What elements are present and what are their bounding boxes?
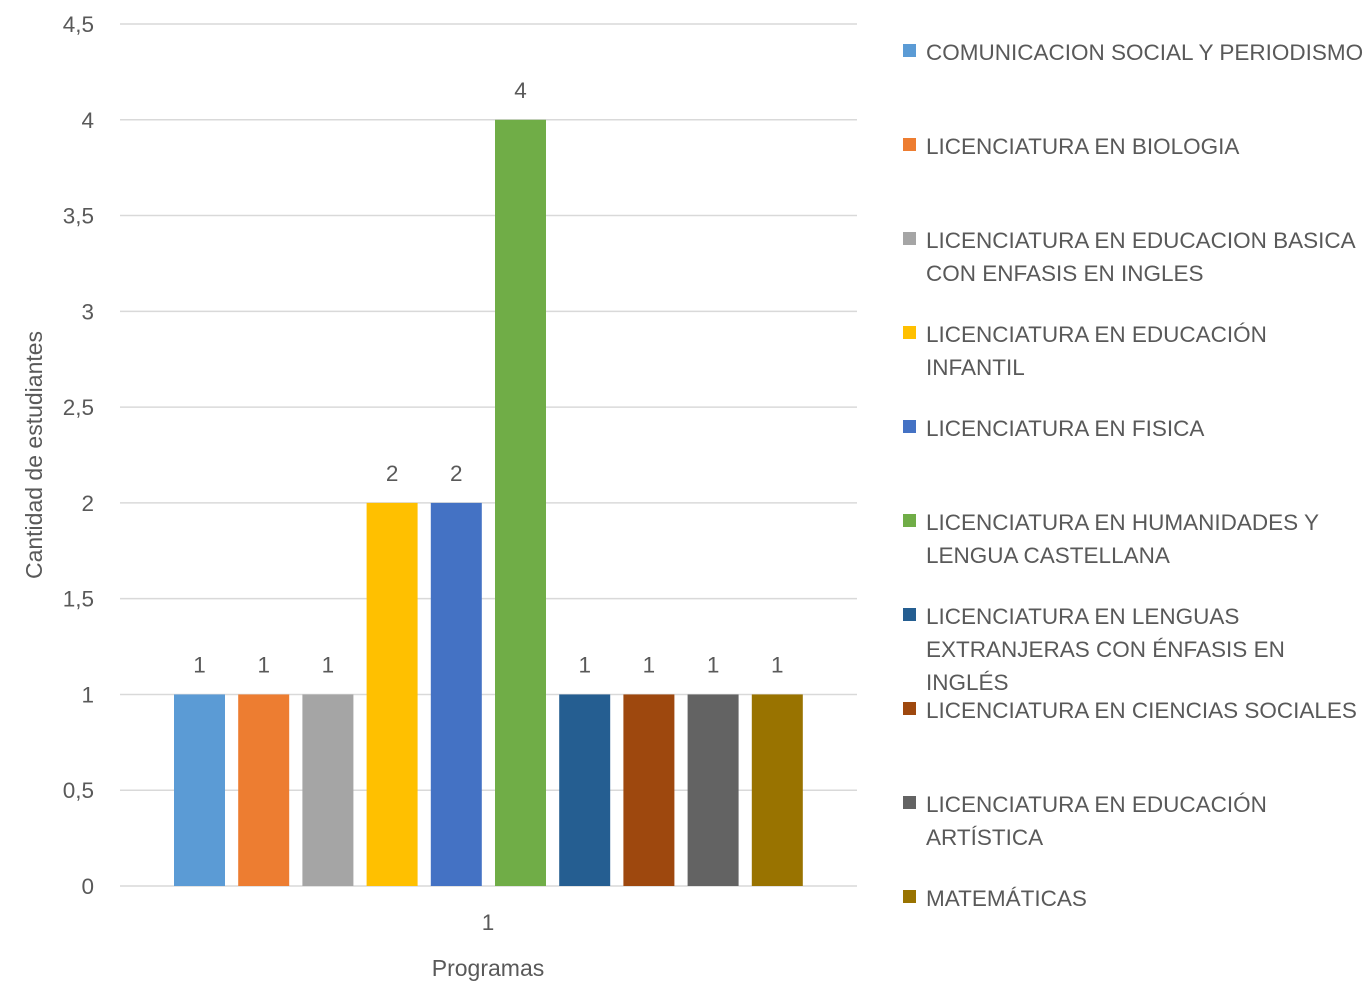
gridlines — [120, 23, 857, 887]
legend-item: LICENCIATURA EN BIOLOGIA — [903, 130, 1366, 163]
bar — [559, 694, 611, 886]
y-tick-label: 1,5 — [63, 587, 94, 612]
bar — [174, 694, 225, 886]
legend-label: COMUNICACION SOCIAL Y PERIODISMO — [926, 40, 1364, 65]
bar — [366, 502, 418, 886]
bar — [687, 694, 739, 886]
legend-swatch — [903, 702, 916, 715]
legend-swatch — [903, 420, 916, 433]
legend-item: LICENCIATURA EN EDUCACIÓN INFANTIL — [903, 318, 1366, 384]
legend-label: LICENCIATURA EN EDUCACION BASICA CON ENF… — [926, 228, 1355, 286]
y-tick-label: 0,5 — [63, 778, 94, 803]
data-label: 1 — [578, 652, 591, 677]
legend-swatch — [903, 796, 916, 809]
data-label: 1 — [643, 652, 656, 677]
y-tick-label: 2,5 — [63, 395, 94, 420]
y-tick-label: 4 — [81, 108, 94, 133]
bars — [174, 119, 803, 887]
y-tick-label: 2 — [81, 491, 94, 516]
data-labels: 1 1 1 2 2 4 1 1 1 1 — [193, 78, 783, 678]
legend-label: LICENCIATURA EN BIOLOGIA — [926, 134, 1240, 159]
legend-swatch — [903, 232, 916, 245]
legend-label: LICENCIATURA EN EDUCACIÓN ARTÍSTICA — [926, 792, 1267, 850]
y-tick-label: 1 — [81, 682, 94, 707]
data-label: 2 — [450, 461, 463, 486]
legend-label: MATEMÁTICAS — [926, 886, 1087, 911]
legend-label: LICENCIATURA EN HUMANIDADES Y LENGUA CAS… — [926, 510, 1319, 568]
legend-swatch — [903, 326, 916, 339]
bar — [751, 694, 803, 886]
legend-item: MATEMÁTICAS — [903, 882, 1366, 915]
bar — [495, 119, 546, 887]
legend-swatch — [903, 608, 916, 621]
legend-item: LICENCIATURA EN LENGUAS EXTRANJERAS CON … — [903, 600, 1366, 699]
data-label: 1 — [322, 652, 335, 677]
legend-label: LICENCIATURA EN CIENCIAS SOCIALES — [926, 698, 1357, 723]
y-tick-label: 4,5 — [63, 12, 94, 37]
legend-swatch — [903, 514, 916, 527]
legend-item: LICENCIATURA EN HUMANIDADES Y LENGUA CAS… — [903, 506, 1366, 572]
legend-label: LICENCIATURA EN LENGUAS EXTRANJERAS CON … — [926, 604, 1285, 695]
y-tick-label: 0 — [81, 874, 94, 899]
legend-swatch — [903, 890, 916, 903]
bar — [302, 694, 354, 886]
y-axis-ticks: 0 0,5 1 1,5 2 2,5 3 3,5 4 4,5 — [63, 12, 94, 899]
legend-label: LICENCIATURA EN FISICA — [926, 416, 1205, 441]
legend-item: LICENCIATURA EN EDUCACION BASICA CON ENF… — [903, 224, 1366, 290]
y-tick-label: 3 — [81, 299, 94, 324]
legend-item: COMUNICACION SOCIAL Y PERIODISMO — [903, 36, 1366, 69]
y-axis-title: Cantidad de estudiantes — [21, 331, 47, 579]
legend-label: LICENCIATURA EN EDUCACIÓN INFANTIL — [926, 322, 1267, 380]
data-label: 1 — [707, 652, 720, 677]
data-label: 4 — [514, 78, 527, 103]
bar — [430, 502, 482, 886]
data-label: 1 — [193, 652, 206, 677]
legend-item: LICENCIATURA EN CIENCIAS SOCIALES — [903, 694, 1366, 727]
y-tick-label: 3,5 — [63, 204, 94, 229]
x-axis-title: Programas — [432, 955, 544, 981]
x-axis-category-label: 1 — [482, 910, 495, 935]
legend-swatch — [903, 44, 916, 57]
bar — [238, 694, 290, 886]
legend-item: LICENCIATURA EN FISICA — [903, 412, 1366, 445]
data-label: 1 — [257, 652, 270, 677]
bar — [623, 694, 675, 886]
data-label: 2 — [386, 461, 399, 486]
data-label: 1 — [771, 652, 784, 677]
legend-swatch — [903, 138, 916, 151]
legend-item: LICENCIATURA EN EDUCACIÓN ARTÍSTICA — [903, 788, 1366, 854]
